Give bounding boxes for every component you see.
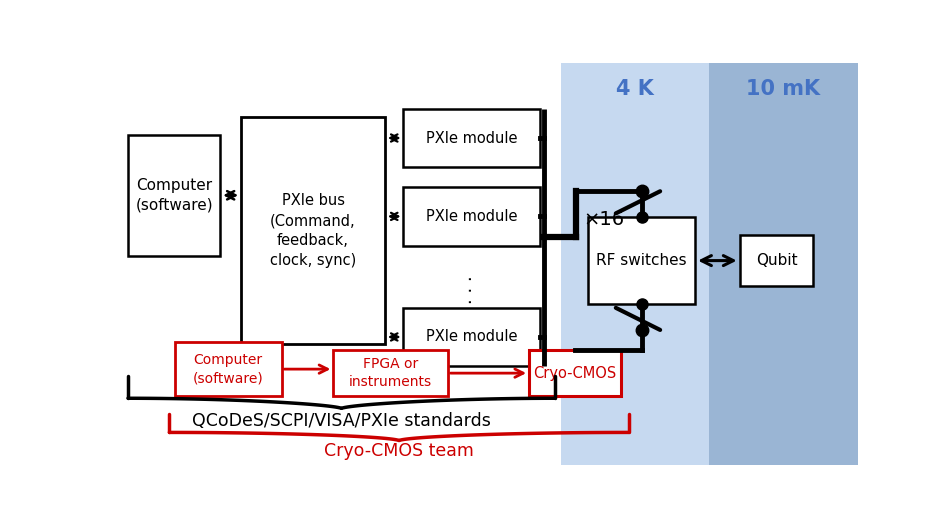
Text: Qubit: Qubit bbox=[755, 253, 797, 268]
Text: 10 mK: 10 mK bbox=[745, 79, 820, 99]
Text: PXIe bus
(Command,
feedback,
clock, sync): PXIe bus (Command, feedback, clock, sync… bbox=[269, 193, 356, 268]
Text: Computer
(software): Computer (software) bbox=[135, 178, 212, 212]
Bar bbox=[528, 350, 621, 396]
Bar bbox=[587, 217, 694, 304]
Text: FPGA or
instruments: FPGA or instruments bbox=[348, 357, 431, 389]
Bar bbox=[333, 350, 447, 396]
Bar bbox=[174, 342, 281, 396]
Bar bbox=[403, 308, 540, 366]
Text: · · ·: · · · bbox=[463, 276, 481, 304]
Text: Cryo-CMOS team: Cryo-CMOS team bbox=[324, 443, 473, 460]
Text: PXIe module: PXIe module bbox=[426, 329, 517, 345]
Text: Cryo-CMOS: Cryo-CMOS bbox=[533, 365, 616, 381]
Text: 4 K: 4 K bbox=[615, 79, 653, 99]
Bar bbox=[403, 187, 540, 245]
Text: PXIe module: PXIe module bbox=[426, 130, 517, 146]
Bar bbox=[707, 63, 857, 465]
Bar bbox=[739, 235, 812, 286]
Text: ×16: ×16 bbox=[583, 210, 624, 230]
Text: QCoDeS/SCPI/VISA/PXIe standards: QCoDeS/SCPI/VISA/PXIe standards bbox=[191, 412, 490, 430]
Bar bbox=[241, 117, 385, 344]
Text: Computer
(software): Computer (software) bbox=[192, 353, 263, 385]
Bar bbox=[560, 63, 707, 465]
Bar bbox=[128, 135, 220, 256]
Bar bbox=[403, 109, 540, 167]
Text: RF switches: RF switches bbox=[596, 253, 686, 268]
Text: PXIe module: PXIe module bbox=[426, 209, 517, 224]
